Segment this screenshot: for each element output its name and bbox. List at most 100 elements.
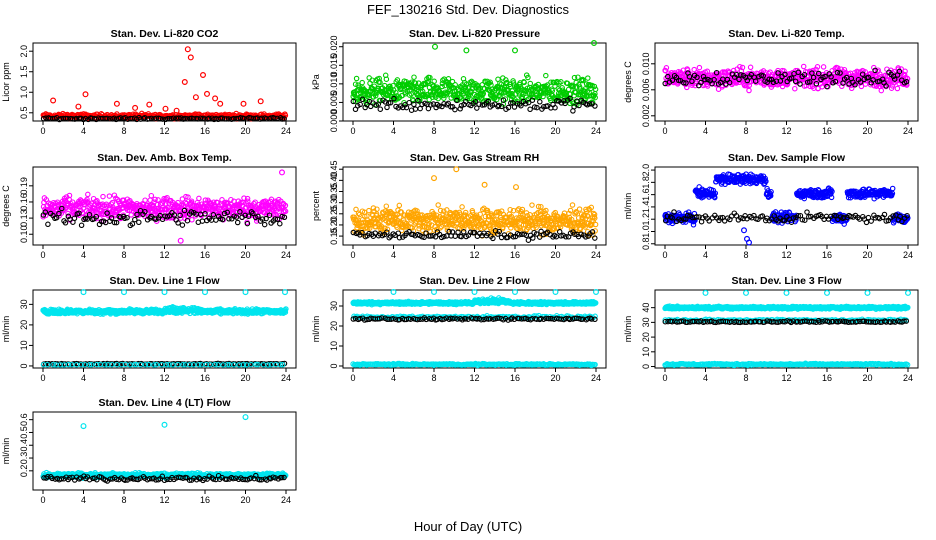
data-point [393,89,399,96]
data-point [155,197,161,203]
panel-4: Stan. Dev. Amb. Box Temp.degrees C0 4 8 12 1… [1,152,297,260]
data-point-outlier [512,184,519,191]
data-point [525,74,531,81]
data-point [449,78,456,85]
y-tick-label: 0.020 [329,35,339,58]
data-point [359,79,365,86]
data-point [535,81,542,88]
data-point-outlier [511,47,518,54]
data-point [179,222,186,228]
data-point [396,202,403,209]
data-point [517,83,524,90]
figure-x-axis-label: Hour of Day (UTC) [414,519,522,534]
data-point [431,78,437,85]
x-tick-label: 20 [862,126,872,136]
data-point [104,115,110,122]
data-point [136,219,142,226]
x-tick-label: 24 [281,250,291,260]
x-tick-label: 20 [550,250,560,260]
x-tick-label: 16 [200,250,210,260]
data-point-outlier [279,169,286,176]
data-point [69,116,76,122]
data-point [189,217,195,223]
data-point [272,115,278,122]
data-point [746,87,752,94]
data-point [419,88,426,95]
data-point [443,233,450,239]
data-point [85,191,91,198]
data-point [527,106,533,113]
series-green [350,39,599,108]
data-point-outlier [192,94,199,101]
y-tick-label: 2.0 [641,164,651,177]
data-point [543,83,549,90]
data-point [585,75,591,81]
data-point [480,90,487,97]
y-tick-label: 0.015 [329,54,339,77]
y-tick-label: 0.8 [641,238,651,251]
x-tick-label: 20 [240,126,250,136]
data-point [361,91,368,98]
y-tick-label: 1.2 [641,213,651,226]
data-point [458,96,465,102]
data-point-outlier [82,91,89,98]
x-tick-label: 24 [903,126,913,136]
y-tick-label: 10 [19,340,29,350]
data-point [411,74,417,80]
data-point-outlier [432,43,439,50]
data-point-outlier [75,103,82,110]
data-point [383,76,390,82]
data-point [498,234,505,241]
data-point [352,81,359,87]
data-point [387,83,393,89]
y-axis-label: degrees C [623,61,633,103]
data-point [78,222,85,229]
series-magenta [662,63,911,94]
x-tick-label: 16 [510,126,520,136]
data-point [281,116,287,122]
data-point [403,79,409,85]
data-point [372,92,379,99]
data-point-outlier [740,227,747,234]
y-tick-label: 1.4 [641,201,651,214]
data-point-outlier [146,101,153,108]
x-tick-label: 4 [81,126,86,136]
panel-3: Stan. Dev. Li-820 Temp.degrees C0 4 8 12 16 2… [623,28,919,136]
data-point [445,76,452,82]
data-point-outlier [204,90,211,97]
x-tick-label: 24 [281,373,291,383]
data-point [199,218,206,224]
data-point-outlier [217,100,224,107]
y-tick-label: 1.8 [641,176,651,189]
y-tick-label: 0.5 [19,107,29,120]
data-point-outlier [184,46,191,53]
data-point [435,202,441,208]
y-tick-label: 0.000 [329,110,339,133]
x-tick-label: 12 [781,250,791,260]
y-tick-label: 0.006 [641,79,651,102]
y-tick-label: 20 [19,320,29,330]
series-blue [662,171,911,246]
panel-title: Stan. Dev. Li-820 Pressure [409,28,540,40]
data-point [451,85,457,91]
data-point [170,115,177,121]
y-axis-label: Licor ppm [1,62,11,102]
y-tick-label: 0.19 [19,177,29,195]
y-tick-label: 0.13 [19,209,29,227]
x-tick-label: 4 [391,250,396,260]
data-point [894,85,901,92]
data-point [537,99,543,105]
data-point [427,88,434,95]
panel-title: Stan. Dev. Sample Flow [728,152,846,164]
x-tick-label: 8 [121,373,126,383]
series-magenta [40,169,289,244]
data-point [440,77,446,84]
data-point [412,80,419,86]
data-point [241,115,247,122]
data-point [261,221,268,228]
data-point [157,115,164,122]
data-point [274,115,281,122]
data-point [182,115,188,122]
x-tick-label: 16 [510,250,520,260]
